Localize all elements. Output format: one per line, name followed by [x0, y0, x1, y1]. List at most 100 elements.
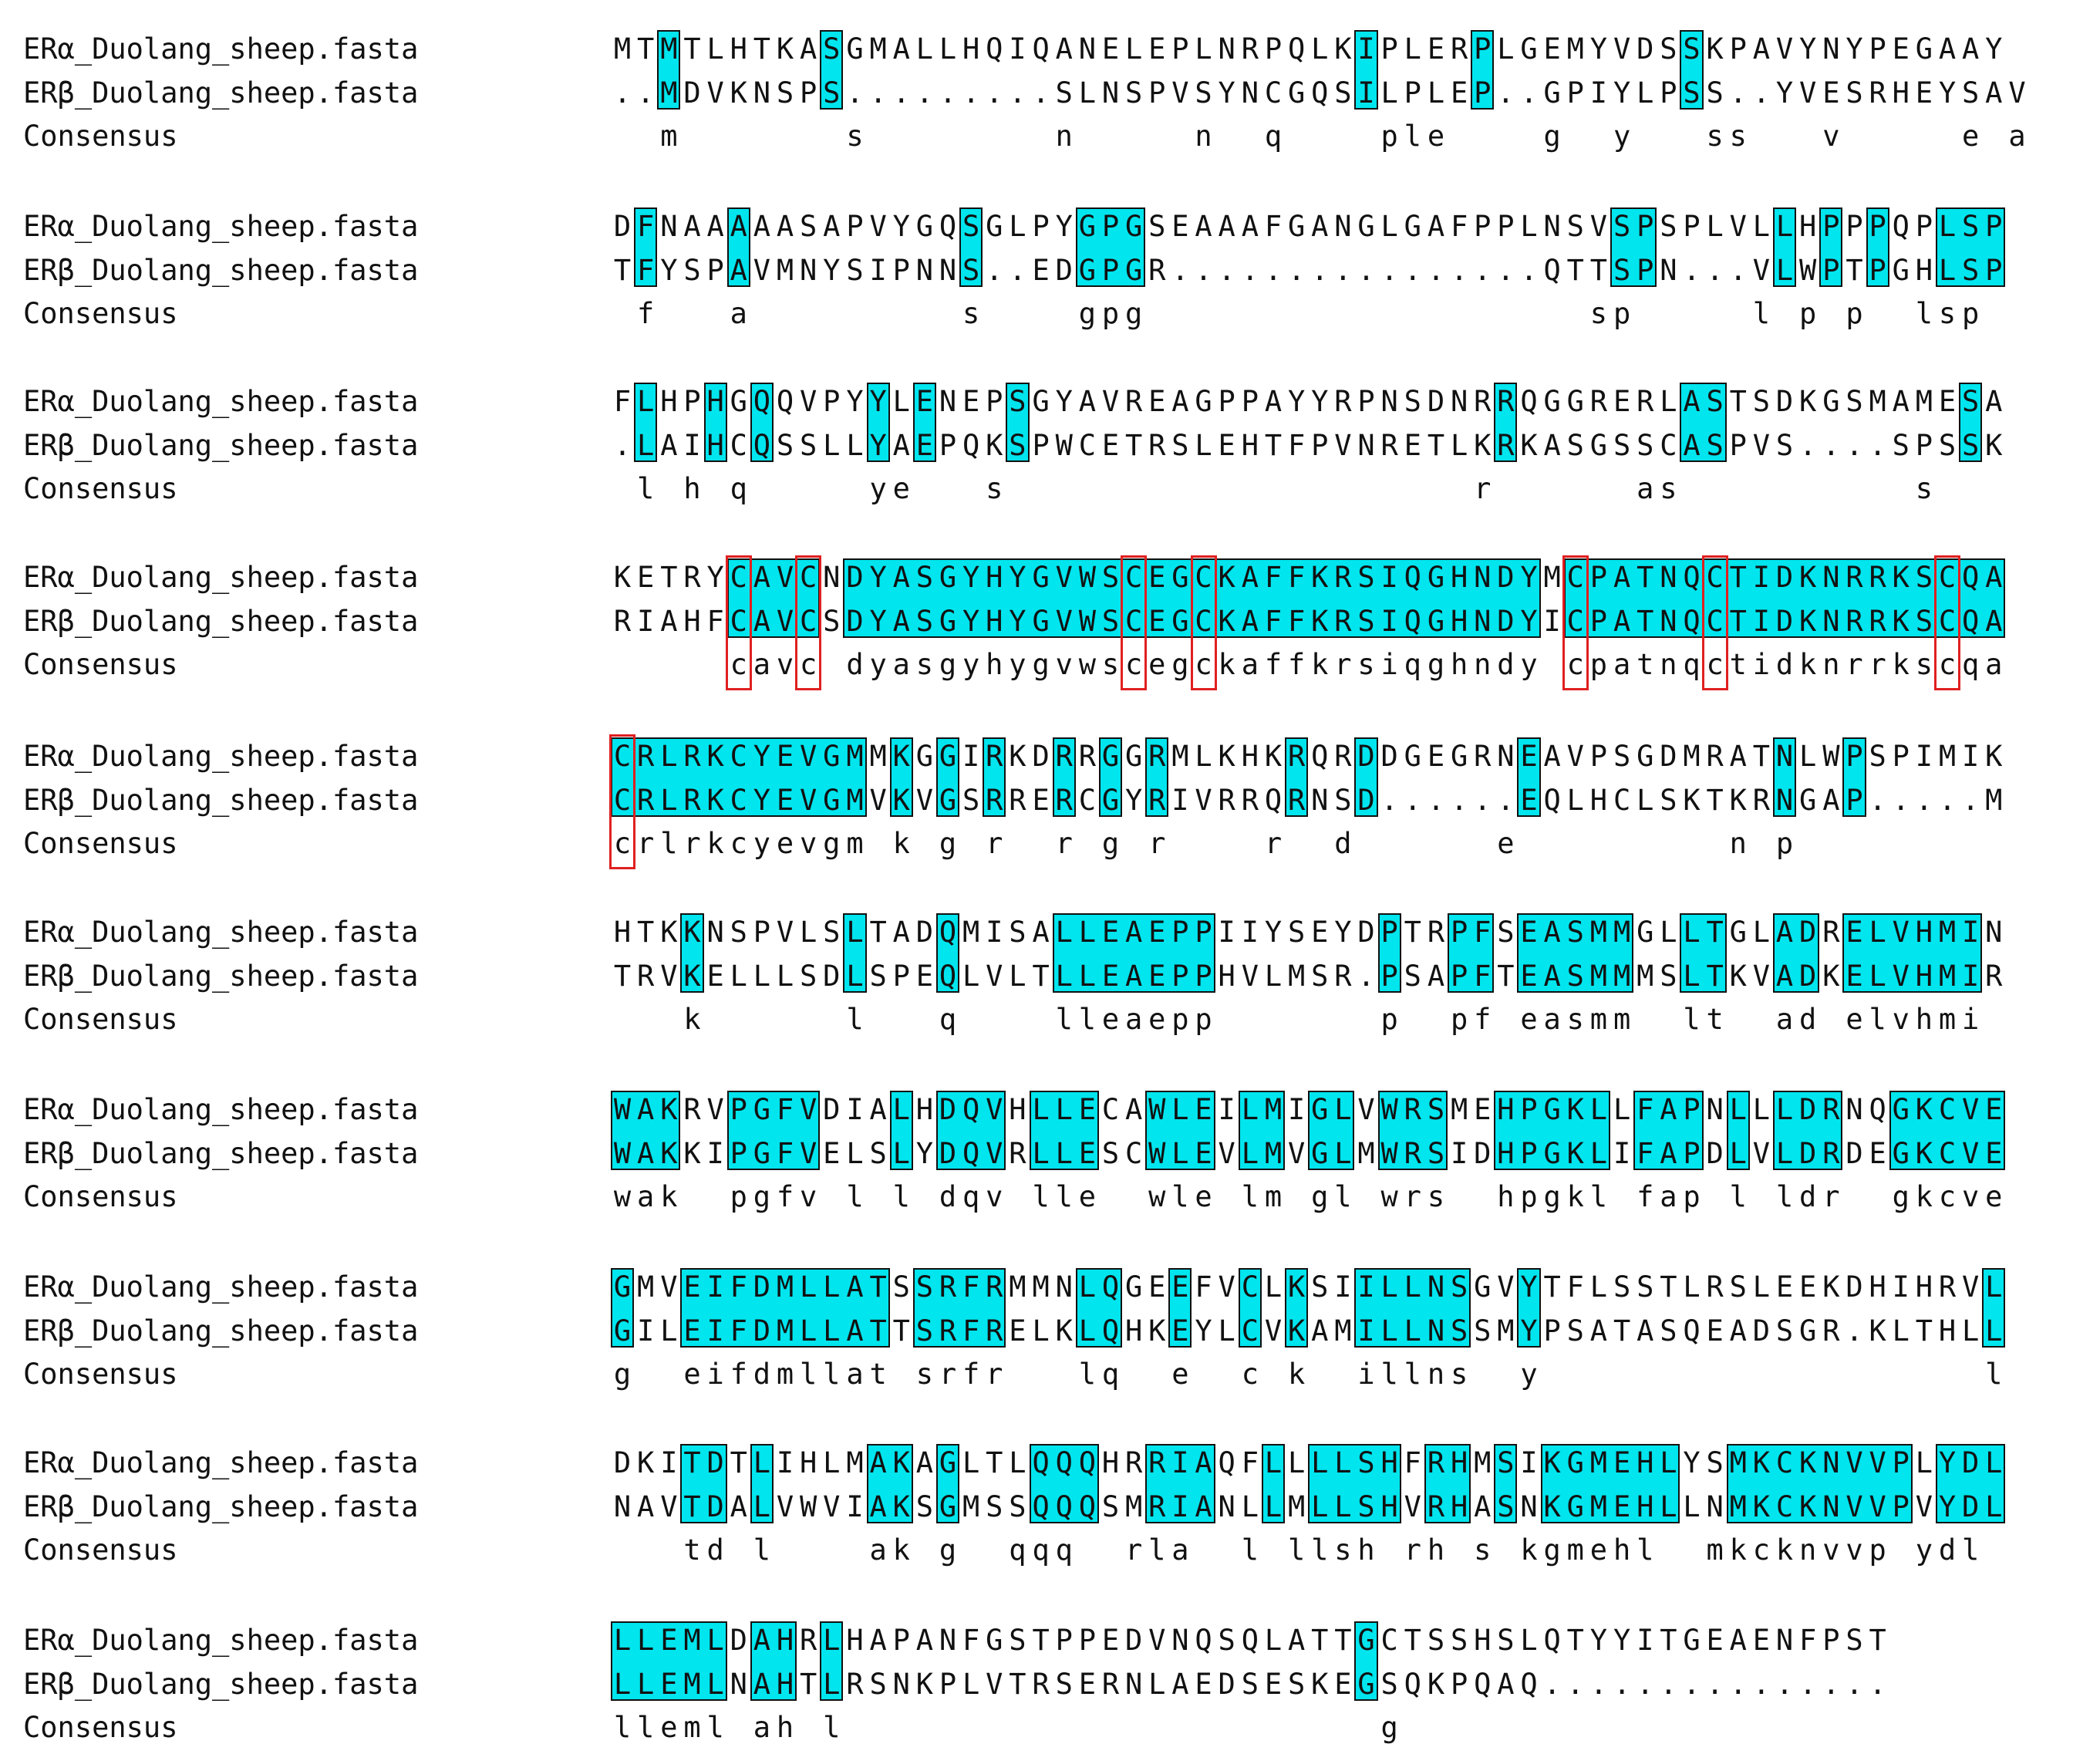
residue: S — [1497, 1624, 1515, 1657]
residue: R — [939, 1314, 957, 1348]
residue: D — [1032, 740, 1050, 773]
residue: S — [962, 254, 980, 287]
consensus-residue: p — [1589, 648, 1608, 681]
residue: E — [1171, 1314, 1189, 1348]
residue: Y — [1589, 32, 1608, 66]
residue: . — [1637, 1668, 1654, 1701]
residue: M — [962, 916, 980, 949]
residue: Q — [1311, 76, 1329, 110]
residue: G — [939, 784, 957, 817]
identity-highlight — [1610, 207, 1657, 287]
residue: G — [1799, 1314, 1817, 1348]
residue: M — [1543, 561, 1561, 594]
residue: P — [1985, 254, 2003, 287]
residue: E — [1474, 1093, 1492, 1126]
consensus-residue: g — [1078, 297, 1096, 330]
residue: V — [1892, 916, 1910, 949]
consensus-residue: g — [613, 1358, 632, 1391]
residue: W — [1799, 254, 1817, 287]
residue: V — [823, 1490, 841, 1523]
residue: L — [823, 1624, 841, 1657]
consensus-residue: g — [1311, 1180, 1329, 1213]
residue: Q — [776, 385, 794, 418]
residue: L — [1683, 1270, 1701, 1304]
residue: A — [1613, 605, 1631, 638]
residue: P — [1846, 784, 1863, 817]
residue: A — [915, 1624, 934, 1657]
residue: S — [683, 254, 701, 287]
consensus-residue: e — [660, 1711, 678, 1744]
identity-highlight — [1168, 1268, 1192, 1348]
residue: Y — [1264, 916, 1283, 949]
residue: I — [986, 916, 1003, 949]
residue: G — [1287, 76, 1306, 110]
residue: K — [613, 561, 632, 594]
residue: G — [823, 740, 841, 773]
residue: L — [1660, 1446, 1677, 1479]
residue: R — [683, 561, 701, 594]
residue: N — [939, 385, 957, 418]
residue: . — [1822, 1668, 1840, 1701]
residue: I — [1962, 916, 1980, 949]
residue: F — [1287, 561, 1306, 594]
residue: Q — [1101, 1270, 1120, 1304]
residue: A — [637, 1490, 655, 1523]
residue: S — [1311, 960, 1329, 993]
identity-highlight — [935, 1091, 1006, 1170]
residue: S — [1125, 76, 1143, 110]
consensus-residue: k — [1311, 648, 1329, 681]
sequence-name: ERα_Duolang_sheep.fasta — [23, 1446, 419, 1479]
residue: G — [1357, 1624, 1375, 1657]
residue: R — [613, 605, 632, 638]
residue: R — [1334, 960, 1352, 993]
consensus-residue: m — [1589, 1003, 1608, 1036]
residue: R — [1497, 385, 1515, 418]
residue: W — [1078, 561, 1096, 594]
residue: V — [1148, 1624, 1166, 1657]
residue: L — [1055, 916, 1073, 949]
residue: T — [1009, 1668, 1026, 1701]
residue: T — [1404, 1624, 1421, 1657]
residue: M — [776, 254, 794, 287]
residue: M — [1497, 1314, 1515, 1348]
residue: V — [800, 1093, 817, 1126]
residue: A — [753, 1624, 771, 1657]
residue: I — [776, 1446, 794, 1479]
residue: E — [1148, 605, 1166, 638]
residue: N — [1775, 1624, 1794, 1657]
conserved-cysteine-box — [1933, 555, 1961, 690]
consensus-residue: n — [1427, 1358, 1445, 1391]
residue: P — [1869, 32, 1886, 66]
residue: L — [1334, 1137, 1352, 1170]
residue: W — [800, 1490, 817, 1523]
residue: E — [1985, 1137, 2003, 1170]
residue: G — [1357, 210, 1375, 243]
consensus-residue: h — [1427, 1533, 1445, 1567]
residue: K — [915, 1668, 934, 1701]
consensus-residue: w — [1078, 648, 1096, 681]
residue: R — [1148, 740, 1166, 773]
residue: . — [1683, 254, 1701, 287]
identity-highlight — [680, 1444, 727, 1523]
identity-highlight — [959, 207, 983, 287]
identity-highlight — [1494, 1444, 1518, 1523]
residue: Q — [1101, 1314, 1120, 1348]
residue: A — [846, 1270, 864, 1304]
residue: N — [1218, 32, 1235, 66]
residue: P — [1171, 960, 1189, 993]
residue: G — [986, 1624, 1003, 1657]
residue: L — [1729, 1093, 1747, 1126]
residue: A — [915, 1446, 934, 1479]
residue: P — [1450, 960, 1468, 993]
residue: N — [1822, 1490, 1840, 1523]
residue: Y — [1520, 605, 1538, 638]
residue: S — [1357, 561, 1375, 594]
consensus-residue: l — [1752, 297, 1771, 330]
residue: P — [753, 916, 771, 949]
consensus-residue: r — [1822, 1180, 1840, 1213]
residue: P — [1846, 210, 1863, 243]
residue: V — [776, 1490, 794, 1523]
residue: P — [1589, 605, 1608, 638]
residue: F — [1474, 960, 1492, 993]
consensus-residue: l — [1287, 1533, 1306, 1567]
